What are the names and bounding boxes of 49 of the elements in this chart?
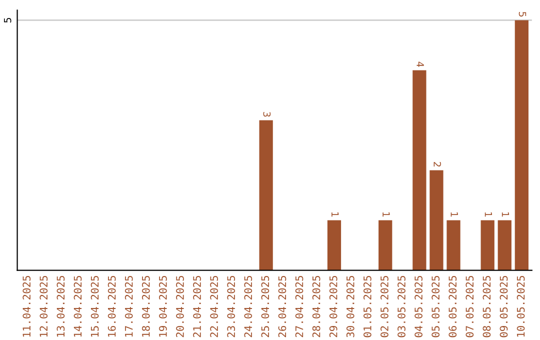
x-tick-label: 22.04.2025 [210,276,218,338]
data-label: 1 [502,212,510,217]
bar [259,120,273,270]
x-tick-label: 13.04.2025 [56,276,65,337]
x-tick-label: 28.04.2025 [312,276,320,338]
bar [498,220,512,270]
ref-line-label: 5 [4,18,12,23]
x-tick-label: 03.05.2025 [398,276,406,338]
x-tick-label: 24.04.2025 [244,276,252,338]
x-tick-label: 02.05.2025 [380,276,388,338]
bar [514,20,528,270]
x-tick-label: 20.04.2025 [176,276,184,338]
data-label: 1 [332,212,339,217]
x-tick-label: 09.05.2025 [500,276,508,338]
x-tick-label: 14.04.2025 [74,276,82,337]
bar [446,220,460,270]
x-tick-label: 27.04.2025 [295,276,304,338]
x-tick-label: 10.05.2025 [516,276,525,337]
x-tick-label: 11.04.2025 [22,276,31,337]
data-label: 4 [416,62,424,67]
data-label: 3 [263,112,271,117]
x-tick-label: 23.04.2025 [227,276,236,338]
bar [327,220,342,270]
data-label: 1 [450,212,458,217]
x-tick-label: 21.04.2025 [193,276,201,338]
x-tick-label: 06.05.2025 [448,276,457,338]
data-label: 2 [434,162,442,167]
bar [430,170,444,270]
x-tick-label: 17.04.2025 [124,276,133,337]
x-tick-label: 05.05.2025 [432,276,440,338]
x-tick-label: 29.04.2025 [329,276,338,338]
x-tick-label: 01.05.2025 [363,276,372,338]
bar [378,220,392,270]
x-tick-label: 19.04.2025 [159,276,167,337]
x-tick-label: 04.05.2025 [414,276,422,338]
data-label: 5 [518,12,526,17]
data-label: 1 [484,212,492,217]
x-tick-label: 08.05.2025 [482,276,491,338]
x-tick-label: 12.04.2025 [40,276,48,337]
x-tick-label: 30.04.2025 [346,276,354,338]
x-tick-label: 25.04.2025 [261,276,270,338]
bar [480,220,494,270]
x-tick-label: 16.04.2025 [108,276,116,337]
x-tick-label: 18.04.2025 [142,276,150,337]
bar [412,70,426,270]
x-tick-label: 15.04.2025 [90,276,99,337]
x-tick-label: 07.05.2025 [466,276,474,338]
data-label: 1 [382,212,390,217]
x-tick-label: 26.04.2025 [278,276,286,338]
